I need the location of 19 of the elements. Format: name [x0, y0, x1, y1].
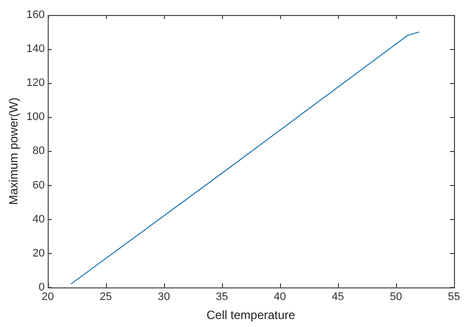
y-tick-label: 80: [32, 145, 45, 158]
x-tick-label: 40: [274, 291, 286, 304]
y-tick-label: 120: [26, 77, 45, 90]
y-tick-label: 40: [32, 213, 45, 226]
y-tick-label: 0: [38, 281, 45, 294]
y-tick-label: 160: [26, 9, 45, 22]
x-axis-title: Cell temperature: [206, 308, 296, 322]
y-axis-title: Maximum power(W): [6, 98, 21, 205]
x-tick-label: 30: [158, 291, 170, 304]
x-tick-label: 50: [390, 291, 402, 304]
x-tick-label: 45: [332, 291, 344, 304]
x-tick-label: 20: [42, 291, 54, 304]
x-tick-label: 55: [448, 291, 460, 304]
y-tick-label: 60: [32, 179, 45, 192]
y-tick-label: 140: [26, 43, 45, 56]
x-tick-label: 35: [216, 291, 228, 304]
y-tick-label: 100: [26, 111, 45, 124]
y-tick-label: 20: [32, 247, 45, 260]
x-tick-label: 25: [100, 291, 112, 304]
